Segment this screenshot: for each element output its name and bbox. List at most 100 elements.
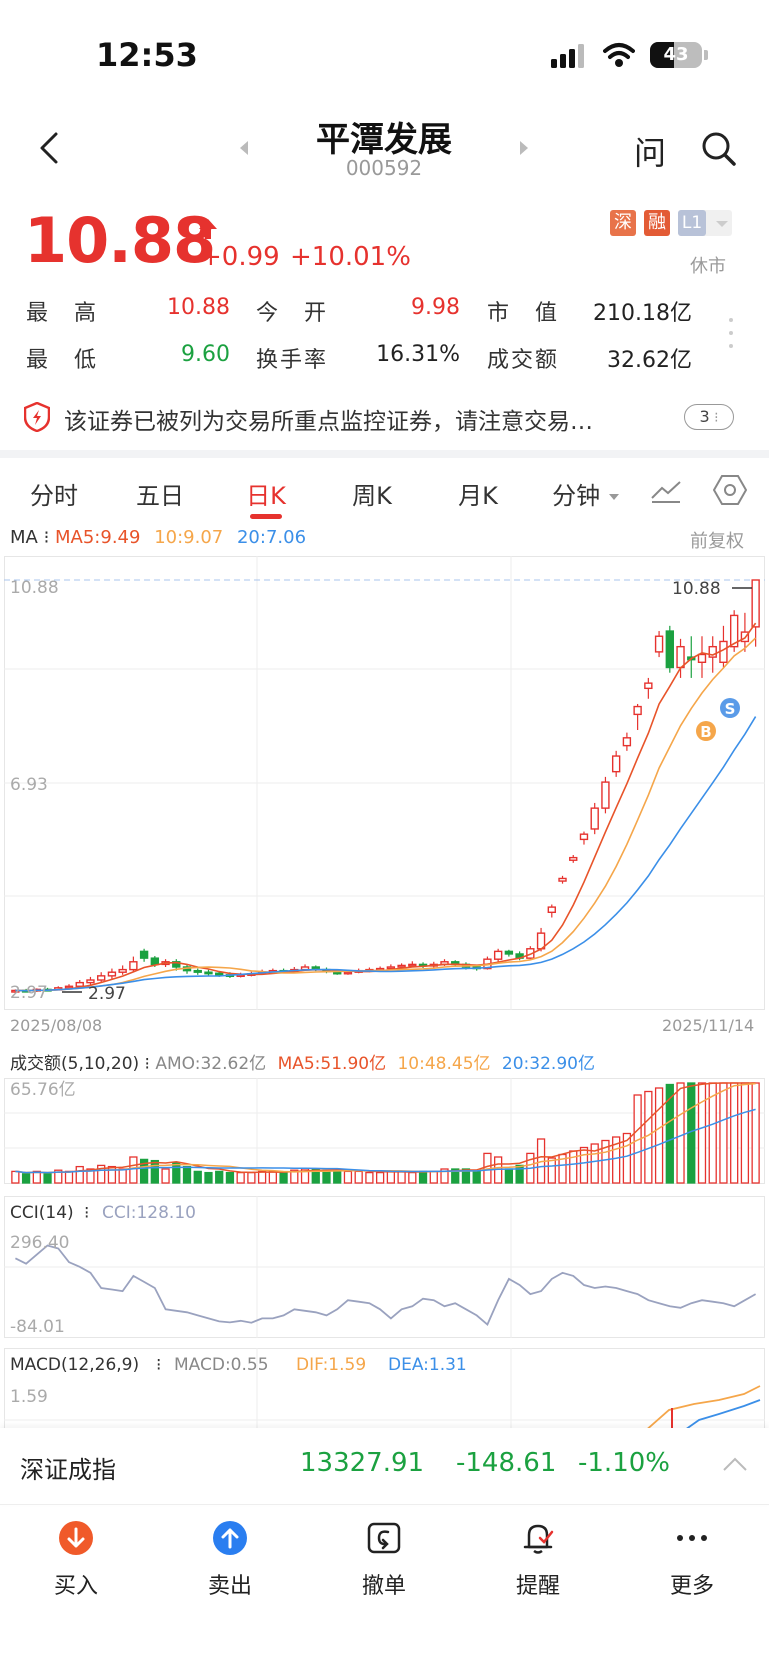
ma-legend[interactable]: MA ⁝ MA5:9.49 10:9.07 20:7.06	[10, 527, 307, 548]
sell-marker[interactable]: S	[720, 698, 740, 718]
price-change-pct: +10.01%	[290, 242, 411, 272]
y-low-label: 2.97	[10, 983, 48, 1003]
draw-line-icon[interactable]	[650, 478, 682, 504]
ma10-value: 10:9.07	[154, 527, 224, 548]
volume-bar	[451, 1168, 460, 1184]
volume-bar	[730, 1082, 739, 1184]
volume-bar	[365, 1171, 374, 1184]
candle-body	[118, 968, 127, 973]
candle-body	[601, 781, 610, 809]
svg-text:⁝: ⁝	[84, 1203, 89, 1223]
mcap-label: 市 值	[487, 301, 560, 326]
volume-bar	[279, 1171, 288, 1184]
volume-bar	[547, 1157, 556, 1184]
page-title: 平潭发展	[316, 120, 452, 160]
cancel-order-button[interactable]: 撤单	[324, 1520, 444, 1600]
turnover-value: 16.31%	[376, 342, 460, 367]
volume-bar	[397, 1170, 406, 1184]
candle-body	[665, 630, 674, 669]
candle-body	[719, 640, 728, 663]
chevron-up-icon[interactable]	[722, 1456, 748, 1472]
low-value: 9.60	[181, 342, 230, 367]
volume-bar	[740, 1082, 750, 1184]
volume-bar	[182, 1165, 192, 1184]
more-vertical-icon[interactable]	[726, 316, 736, 350]
volume-bar	[354, 1170, 363, 1184]
index-bar[interactable]: 深证成指 13327.91 -148.61 -1.10%	[0, 1428, 769, 1504]
volume-bar	[11, 1170, 20, 1184]
search-icon[interactable]	[700, 130, 738, 168]
volume-bar	[461, 1168, 471, 1184]
volume-bar	[322, 1169, 331, 1184]
battery-icon: 43	[650, 42, 702, 68]
volume-legend[interactable]: 成交额(5,10,20) ⁝ AMO:32.62亿 MA5:51.90亿 10:…	[10, 1054, 595, 1074]
volume-chart[interactable]: 65.76亿	[4, 1078, 765, 1184]
candle-body	[708, 645, 717, 658]
macd-chart[interactable]: MACD(12,26,9) ⁝ MACD:0.55 DIF:1.59 DEA:1…	[4, 1348, 765, 1428]
volume-bar	[472, 1170, 481, 1184]
volume-bar	[504, 1168, 514, 1184]
candlestick-chart[interactable]: 10.88 6.93 2.97 2.97 10.88 B S	[4, 556, 765, 1010]
candle-body	[729, 614, 739, 648]
candle-body	[676, 645, 685, 669]
cci-legend: CCI(14)	[10, 1203, 74, 1223]
notice-count-badge[interactable]: 3 ⁝	[684, 404, 734, 430]
prev-stock-icon[interactable]	[238, 140, 250, 156]
high-value: 10.88	[167, 295, 230, 320]
volume-bar	[418, 1170, 428, 1184]
candle-body	[386, 966, 396, 970]
date-start: 2025/08/08	[10, 1016, 103, 1035]
high-label: 最 高	[26, 301, 99, 326]
settings-hexagon-icon[interactable]	[713, 474, 747, 506]
price-change: +0.99	[200, 242, 280, 272]
last-price: 10.88	[24, 204, 216, 277]
low-label: 最 低	[26, 348, 99, 373]
volume-bar	[107, 1165, 117, 1184]
candle-body	[408, 963, 417, 967]
sell-button[interactable]: 卖出	[170, 1520, 290, 1600]
high-marker-label: 10.88	[672, 579, 721, 599]
tab-weekly-k[interactable]: 周K	[352, 482, 392, 510]
open-value: 9.98	[411, 295, 460, 320]
tab-intraday[interactable]: 分时	[30, 482, 78, 510]
cci-bottom-label: -84.01	[10, 1317, 65, 1337]
more-button[interactable]: 更多	[632, 1520, 752, 1600]
svg-text:B: B	[700, 723, 711, 741]
candle-body	[397, 964, 406, 968]
notice-text: 该证券已被列为交易所重点监控证券，请注意交易…	[64, 409, 593, 435]
back-button[interactable]	[30, 128, 70, 168]
low-marker-label: 2.97	[88, 984, 126, 1004]
y-mid-label: 6.93	[10, 775, 48, 795]
candle-body	[654, 635, 664, 653]
ma5-line	[15, 622, 757, 992]
buy-button[interactable]: 买入	[16, 1520, 136, 1600]
tab-monthly-k[interactable]: 月K	[458, 482, 498, 510]
volume-bar	[64, 1170, 74, 1184]
shield-warning-icon	[24, 402, 50, 432]
buy-marker[interactable]: B	[696, 721, 716, 741]
sell-arrow-icon	[213, 1521, 247, 1555]
dea-value: DEA:1.31	[388, 1355, 467, 1375]
volume-bar	[268, 1170, 277, 1184]
cci-chart[interactable]: CCI(14) ⁝ CCI:128.10 296.40 -84.01	[4, 1196, 765, 1338]
volume-bar	[236, 1171, 245, 1184]
candle-body	[129, 961, 138, 971]
ask-button[interactable]: 问	[634, 134, 667, 172]
tab-daily-k[interactable]: 日K	[246, 482, 286, 510]
badge-level1[interactable]: L1	[678, 210, 732, 236]
volume-max-label: 65.76亿	[10, 1080, 76, 1100]
ma20-value: 20:7.06	[236, 527, 307, 548]
candle-body	[193, 969, 202, 973]
tab-five-day[interactable]: 五日	[136, 482, 184, 510]
volume-bar	[204, 1171, 213, 1184]
alert-button[interactable]: 提醒	[478, 1520, 598, 1600]
ma20-line	[15, 716, 757, 992]
adjust-mode[interactable]: 前复权	[690, 531, 744, 552]
candle-body	[97, 975, 106, 981]
volume-bar	[300, 1168, 310, 1184]
tab-minute[interactable]: 分钟	[544, 476, 628, 511]
volume-bar	[257, 1170, 267, 1184]
index-value: 13327.91	[300, 1448, 425, 1478]
notice-bar[interactable]: 该证券已被列为交易所重点监控证券，请注意交易… 3 ⁝	[0, 390, 769, 444]
next-stock-icon[interactable]	[518, 140, 530, 156]
